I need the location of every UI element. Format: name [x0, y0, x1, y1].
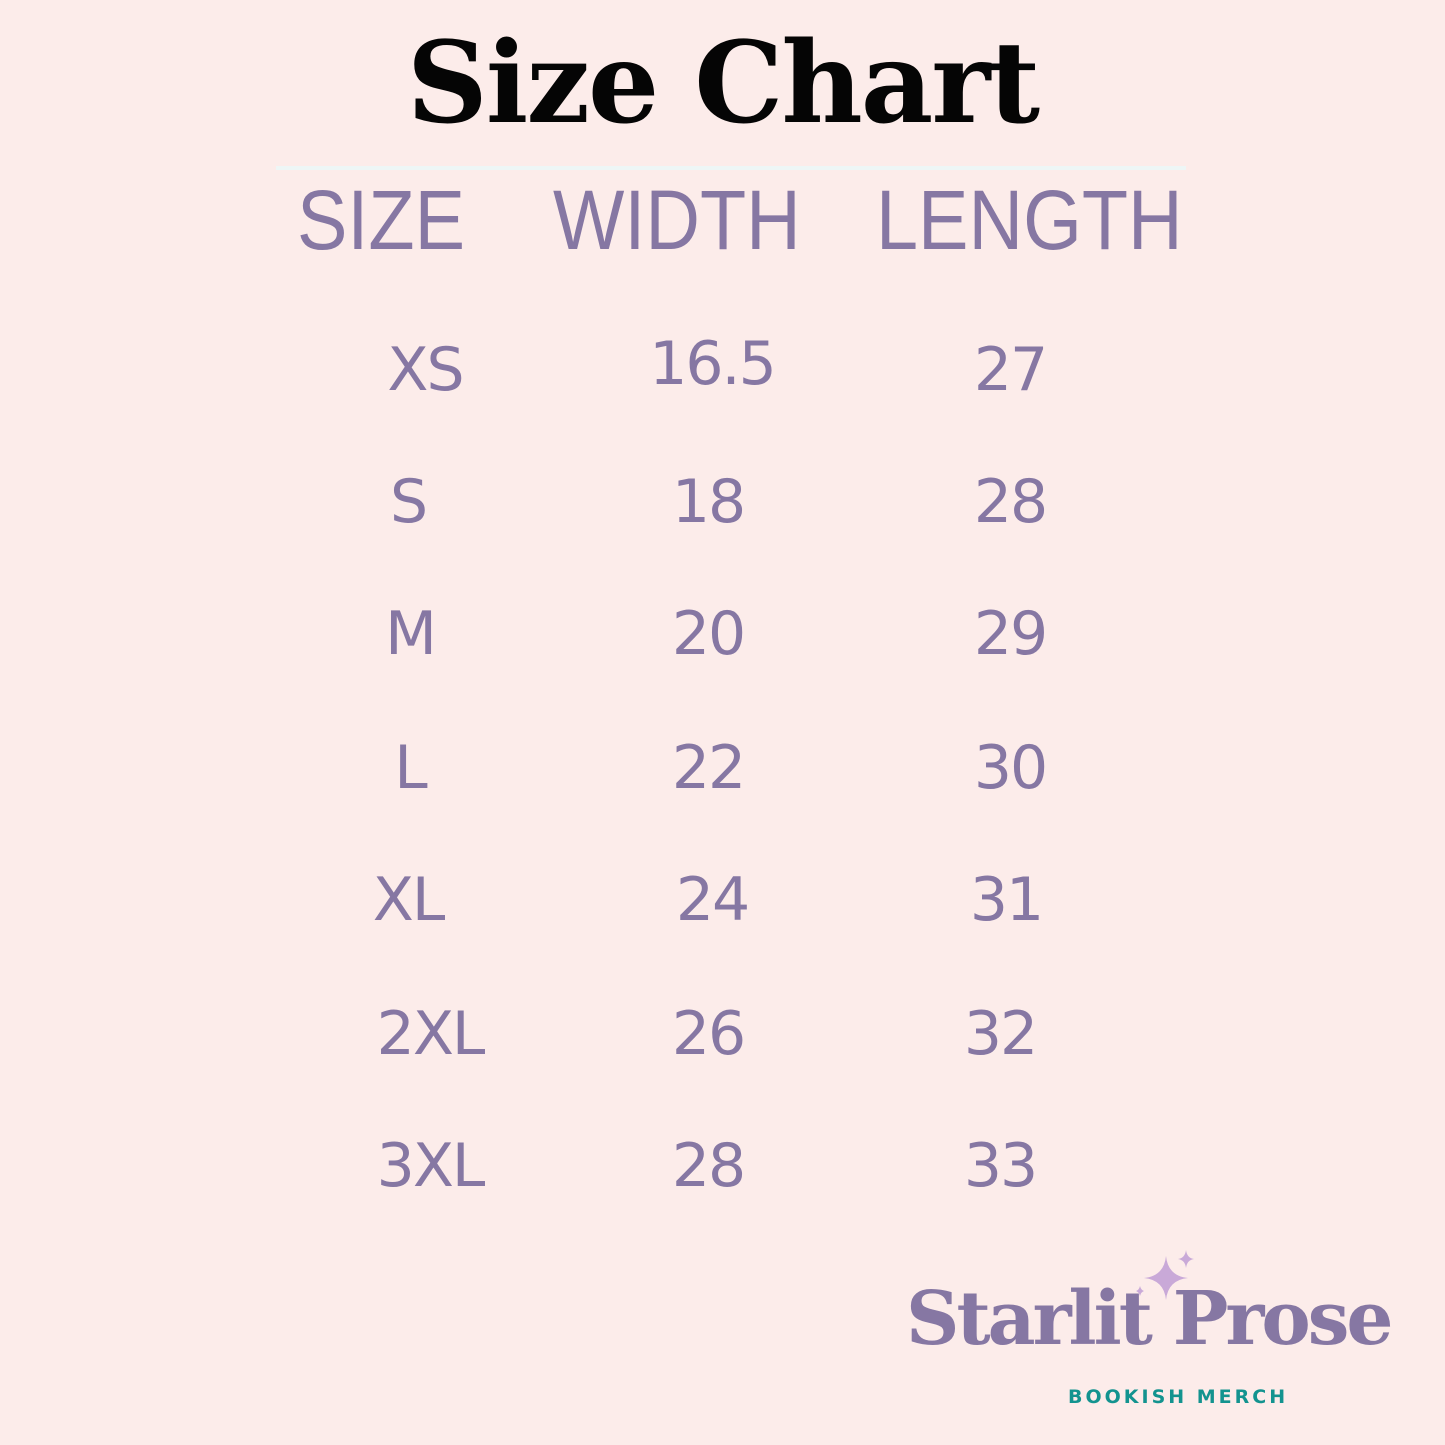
cell-width: 24	[675, 865, 750, 935]
cell-width: 18	[671, 467, 746, 537]
cell-width: 16.5	[649, 329, 777, 399]
cell-width: 22	[671, 733, 746, 803]
cell-length: 32	[963, 999, 1038, 1069]
header-divider	[276, 166, 1186, 170]
cell-length: 29	[973, 599, 1048, 669]
column-header-width: WIDTH	[553, 173, 801, 267]
cell-width: 20	[671, 599, 746, 669]
cell-length: 33	[963, 1131, 1038, 1201]
sparkle-icon	[1136, 1250, 1194, 1300]
cell-length: 27	[973, 335, 1048, 405]
cell-length: 31	[969, 865, 1044, 935]
cell-size: L	[394, 733, 427, 803]
column-header-length: LENGTH	[876, 173, 1183, 267]
cell-size: M	[385, 599, 437, 669]
cell-size: S	[389, 467, 428, 537]
cell-length: 30	[973, 733, 1048, 803]
cell-size: 2XL	[376, 999, 486, 1069]
cell-width: 26	[671, 999, 746, 1069]
cell-size: XS	[387, 335, 464, 405]
cell-size: XL	[372, 865, 446, 935]
brand-tagline: BOOKISH MERCH	[1068, 1386, 1289, 1408]
cell-width: 28	[671, 1131, 746, 1201]
column-header-size: SIZE	[297, 173, 466, 267]
brand-logo: Starlit Prose	[906, 1276, 1393, 1362]
cell-size: 3XL	[376, 1131, 486, 1201]
page-title: Size Chart	[406, 18, 1040, 149]
cell-length: 28	[973, 467, 1048, 537]
